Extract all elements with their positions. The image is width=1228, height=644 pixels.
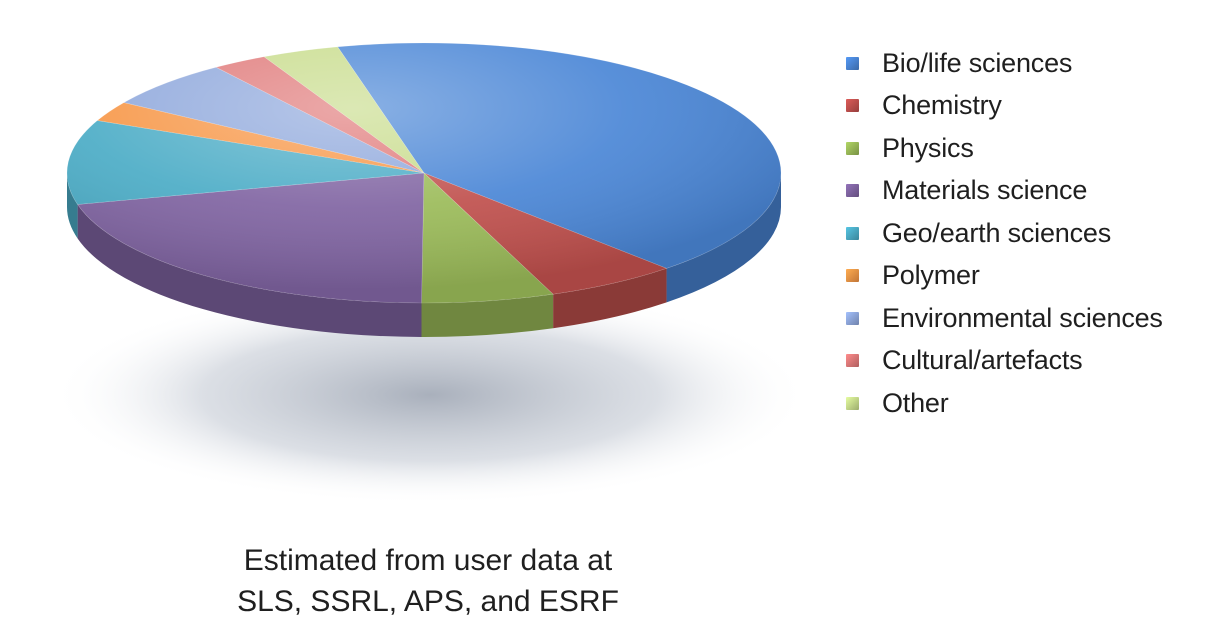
legend-label: Materials science (882, 175, 1088, 206)
legend-swatch (846, 269, 859, 283)
legend-swatch (846, 56, 859, 70)
legend-swatch (846, 396, 859, 410)
legend-swatch (846, 99, 859, 113)
legend-item: Materials science (846, 170, 1163, 213)
legend-swatch (846, 184, 859, 198)
legend-label: Other (882, 387, 949, 418)
caption-line-2: SLS, SSRL, APS, and ESRF (237, 585, 619, 618)
legend-item: Polymer (846, 255, 1163, 298)
legend-swatch (846, 354, 859, 368)
legend-label: Physics (882, 132, 974, 163)
legend-label: Cultural/artefacts (882, 345, 1083, 376)
legend-item: Bio/life sciences (846, 42, 1163, 85)
legend-item: Geo/earth sciences (846, 212, 1163, 255)
pie-side-3 (77, 204, 422, 337)
pie-side-2 (421, 294, 554, 337)
legend: Bio/life sciences Chemistry Physics Materia… (846, 42, 1163, 425)
legend-label: Bio/life sciences (882, 47, 1073, 78)
legend-swatch (846, 311, 859, 325)
legend-item: Environmental sciences (846, 297, 1163, 340)
legend-label: Chemistry (882, 90, 1002, 121)
legend-label: Environmental sciences (882, 302, 1163, 333)
pie-slices (66, 42, 782, 304)
legend-label: Polymer (882, 260, 980, 291)
chart-caption: Estimated from user data at SLS, SSRL, A… (178, 540, 678, 622)
legend-swatch (846, 226, 859, 240)
legend-swatch (846, 141, 859, 155)
legend-label: Geo/earth sciences (882, 217, 1112, 248)
legend-item: Cultural/artefacts (846, 340, 1163, 383)
pie-shadow (50, 285, 810, 505)
legend-item: Other (846, 382, 1163, 425)
legend-item: Chemistry (846, 85, 1163, 128)
caption-line-1: Estimated from user data at (243, 544, 613, 577)
legend-item: Physics (846, 127, 1163, 170)
